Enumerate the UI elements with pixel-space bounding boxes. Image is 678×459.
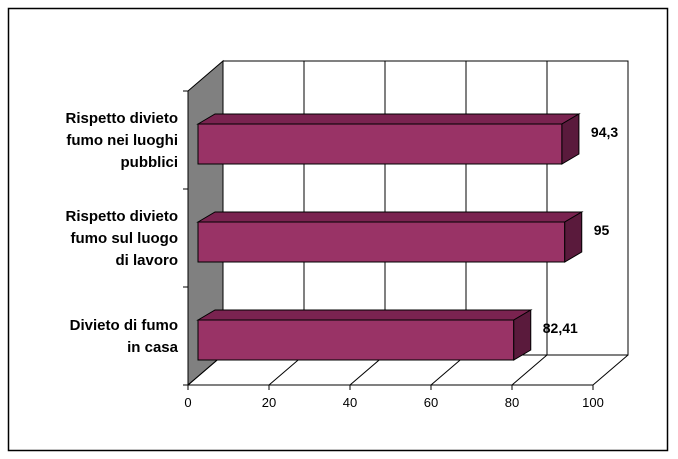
x-tick-label: 20 xyxy=(262,395,276,410)
category-label-line: in casa xyxy=(127,339,179,356)
category-label-line: fumo sul luogo xyxy=(71,230,178,247)
bar-side xyxy=(513,309,532,361)
bar xyxy=(197,123,563,165)
x-tick-label: 60 xyxy=(424,395,438,410)
category-label-line: pubblici xyxy=(121,154,179,171)
bar-side xyxy=(561,113,580,165)
plot-area: 0 20 40 60 80 100 94,3 Rispetto divieto fumo nei… xyxy=(65,59,629,410)
category-label-line: di lavoro xyxy=(115,252,178,269)
bar-side xyxy=(564,211,583,263)
category-label-line: Rispetto divieto xyxy=(65,208,178,225)
category-label: Rispetto divieto fumo nei luoghi pubblici xyxy=(65,110,178,171)
bar-top xyxy=(196,113,581,125)
category-label-line: fumo nei luoghi xyxy=(66,132,178,149)
data-label: 94,3 xyxy=(591,124,618,140)
category-label-line: Rispetto divieto xyxy=(65,110,178,127)
category-label-line: Divieto di fumo xyxy=(70,317,178,334)
category-label: Rispetto divieto fumo sul luogo di lavoro xyxy=(65,208,178,269)
x-tick-label: 100 xyxy=(582,395,604,410)
x-tick-label: 40 xyxy=(343,395,357,410)
x-tick-label: 0 xyxy=(184,395,191,410)
bar xyxy=(197,319,515,361)
bar-top xyxy=(196,309,533,321)
x-tick-label: 80 xyxy=(505,395,519,410)
data-label: 95 xyxy=(594,222,610,238)
floor-line xyxy=(511,354,548,386)
bar-top xyxy=(196,211,584,223)
floor-line xyxy=(592,354,629,386)
category-label: Divieto di fumo in casa xyxy=(70,317,179,356)
bar xyxy=(197,221,566,263)
data-label: 82,41 xyxy=(543,320,578,336)
